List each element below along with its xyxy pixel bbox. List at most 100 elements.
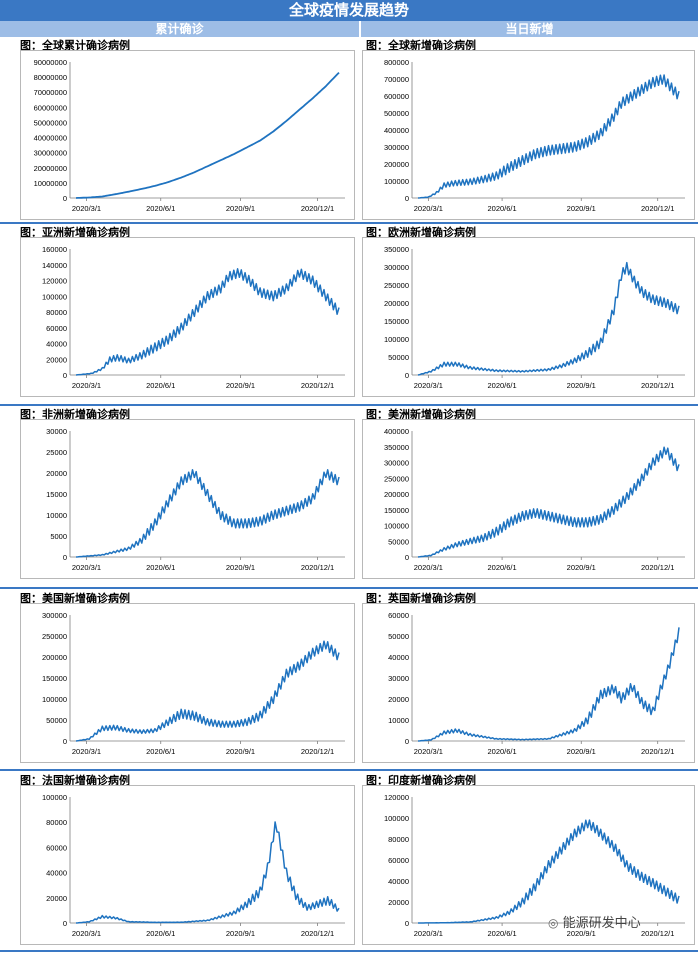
x-tick-label: 2020/12/1: [301, 563, 334, 572]
series-line: [418, 819, 680, 924]
line-chart: 0 10000 20000 30000 40000 50000 60000 2020/3/1 2…: [388, 611, 685, 756]
column-header-daily: 当日新增: [505, 22, 554, 36]
y-tick-label: 500000: [384, 109, 409, 118]
x-tick-label: 2020/9/1: [226, 929, 255, 938]
x-tick-label: 2020/12/1: [641, 204, 674, 213]
x-tick-label: 2020/3/1: [414, 204, 443, 213]
x-tick-label: 2020/6/1: [487, 929, 516, 938]
y-tick-label: 200000: [384, 160, 409, 169]
x-tick-label: 2020/12/1: [641, 381, 674, 390]
y-tick-label: 350000: [384, 443, 409, 452]
y-tick-label: 140000: [42, 261, 67, 270]
watermark-text: 能源研发中心: [562, 916, 641, 931]
column-header-cumulative: 累计确诊: [155, 22, 204, 36]
x-tick-label: 2020/12/1: [301, 204, 334, 213]
y-tick-label: 800000: [384, 58, 409, 67]
y-tick-label: 40000: [388, 877, 409, 886]
chart-panel: [362, 237, 695, 397]
line-chart: 0 50000 100000 150000 200000 250000 300000 3500…: [384, 427, 685, 572]
panel-separator: [0, 404, 698, 406]
x-tick-label: 2020/12/1: [641, 563, 674, 572]
y-tick-label: 20000: [388, 695, 409, 704]
y-tick-label: 150000: [384, 506, 409, 515]
line-chart: 0 50000 100000 150000 200000 250000 300000 3500…: [384, 245, 685, 390]
y-tick-label: 80000000: [34, 73, 67, 82]
y-tick-label: 0: [63, 194, 67, 203]
y-tick-label: 0: [405, 371, 409, 380]
y-tick-label: 80000: [388, 835, 409, 844]
y-tick-label: 0: [405, 194, 409, 203]
x-tick-label: 2020/9/1: [226, 204, 255, 213]
y-tick-label: 40000: [46, 869, 67, 878]
y-tick-label: 0: [63, 371, 67, 380]
panel-separator: [0, 222, 698, 224]
x-tick-label: 2020/6/1: [487, 204, 516, 213]
chart-panel: [20, 603, 355, 763]
column-header-bar: 累计确诊 当日新增: [0, 21, 698, 37]
y-tick-label: 0: [405, 737, 409, 746]
y-tick-label: 160000: [42, 245, 67, 254]
series-line: [75, 821, 340, 924]
y-tick-label: 30000000: [34, 149, 67, 158]
y-tick-label: 300000: [384, 143, 409, 152]
y-tick-label: 50000000: [34, 118, 67, 127]
y-tick-label: 200000: [42, 653, 67, 662]
chart-panel: [20, 785, 355, 945]
series-line: [75, 268, 340, 376]
y-tick-label: 20000: [46, 355, 67, 364]
y-tick-label: 60000: [388, 611, 409, 620]
x-tick-label: 2020/9/1: [567, 563, 596, 572]
x-tick-label: 2020/12/1: [641, 747, 674, 756]
x-tick-label: 2020/3/1: [72, 204, 101, 213]
y-tick-label: 90000000: [34, 58, 67, 67]
x-tick-label: 2020/12/1: [301, 747, 334, 756]
series-line: [417, 446, 680, 558]
y-tick-label: 50000: [388, 632, 409, 641]
x-tick-label: 2020/12/1: [641, 929, 674, 938]
y-tick-label: 100000: [384, 522, 409, 531]
y-tick-label: 200000: [384, 490, 409, 499]
x-tick-label: 2020/6/1: [146, 929, 175, 938]
line-chart: 0 50000 100000 150000 200000 250000 300000 2020…: [42, 611, 345, 756]
y-tick-label: 50000: [46, 716, 67, 725]
y-tick-label: 150000: [384, 317, 409, 326]
series-line: [417, 261, 680, 376]
chart-panel: [362, 50, 695, 220]
x-tick-label: 2020/6/1: [146, 747, 175, 756]
line-chart: 0 5000 10000 15000 20000 25000 30000 2020/3/1 20…: [46, 427, 345, 572]
series-line: [417, 74, 680, 199]
y-tick-label: 25000: [46, 448, 67, 457]
y-tick-label: 250000: [384, 281, 409, 290]
y-tick-label: 100000: [42, 695, 67, 704]
page-title: 全球疫情发展趋势: [0, 0, 698, 21]
y-tick-label: 70000000: [34, 88, 67, 97]
chart-title: 图：全球累计确诊病例: [20, 39, 130, 52]
chart-panel: [20, 419, 355, 579]
chart-panel: [362, 785, 695, 945]
x-tick-label: 2020/3/1: [72, 563, 101, 572]
y-tick-label: 120000: [384, 793, 409, 802]
y-tick-label: 30000: [388, 674, 409, 683]
x-tick-label: 2020/9/1: [567, 204, 596, 213]
chart-title: 图：亚洲新增确诊病例: [20, 226, 130, 239]
x-tick-label: 2020/3/1: [414, 747, 443, 756]
y-tick-label: 60000000: [34, 103, 67, 112]
y-tick-label: 120000: [42, 277, 67, 286]
chart-panel: [362, 603, 695, 763]
y-tick-label: 100000: [384, 177, 409, 186]
x-tick-label: 2020/9/1: [226, 747, 255, 756]
watermark: ◎ 能源研发中心: [548, 912, 641, 931]
x-tick-label: 2020/6/1: [146, 381, 175, 390]
x-tick-label: 2020/9/1: [567, 747, 596, 756]
y-tick-label: 100000: [384, 814, 409, 823]
y-tick-label: 0: [63, 919, 67, 928]
x-tick-label: 2020/12/1: [301, 929, 334, 938]
y-tick-label: 700000: [384, 75, 409, 84]
wechat-icon: ◎: [548, 916, 559, 930]
y-tick-label: 10000000: [34, 179, 67, 188]
chart-title: 图：英国新增确诊病例: [366, 592, 476, 605]
y-tick-label: 0: [63, 553, 67, 562]
y-tick-label: 10000: [388, 716, 409, 725]
y-tick-label: 0: [405, 553, 409, 562]
y-tick-label: 150000: [42, 674, 67, 683]
